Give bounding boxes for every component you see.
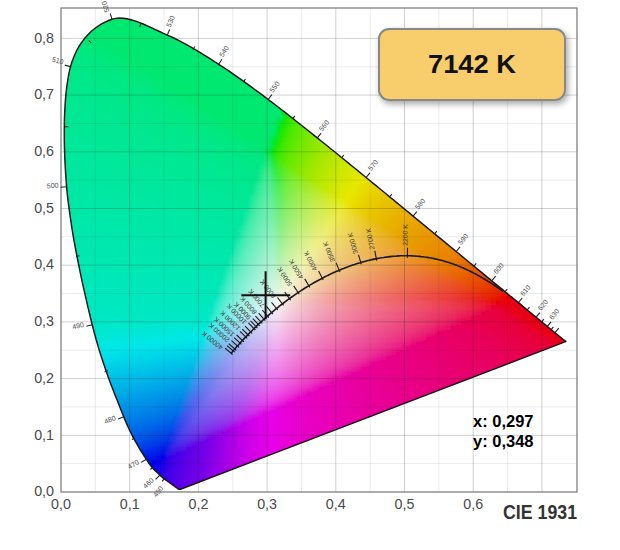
svg-text:0,6: 0,6 <box>463 496 483 512</box>
svg-text:0,5: 0,5 <box>34 200 54 216</box>
svg-text:CIE 1931: CIE 1931 <box>503 500 577 523</box>
svg-text:0,2: 0,2 <box>188 496 208 512</box>
svg-text:0,8: 0,8 <box>34 30 54 46</box>
svg-text:0,0: 0,0 <box>34 483 54 499</box>
svg-text:x: 0,297: x: 0,297 <box>473 412 534 430</box>
svg-text:0,3: 0,3 <box>34 313 54 329</box>
svg-text:2200 K: 2200 K <box>402 224 409 246</box>
svg-text:0,7: 0,7 <box>34 86 54 102</box>
svg-text:0,4: 0,4 <box>34 256 54 272</box>
svg-text:0,1: 0,1 <box>120 496 140 512</box>
svg-text:0,2: 0,2 <box>34 370 54 386</box>
svg-text:500: 500 <box>47 181 59 189</box>
svg-text:0,1: 0,1 <box>34 427 54 443</box>
svg-text:0,6: 0,6 <box>34 143 54 159</box>
svg-text:0,5: 0,5 <box>395 496 415 512</box>
svg-text:0,0: 0,0 <box>51 496 71 512</box>
svg-text:0,3: 0,3 <box>257 496 277 512</box>
svg-text:0,4: 0,4 <box>326 496 346 512</box>
svg-text:7142 K: 7142 K <box>428 49 516 79</box>
svg-text:y: 0,348: y: 0,348 <box>473 432 534 450</box>
